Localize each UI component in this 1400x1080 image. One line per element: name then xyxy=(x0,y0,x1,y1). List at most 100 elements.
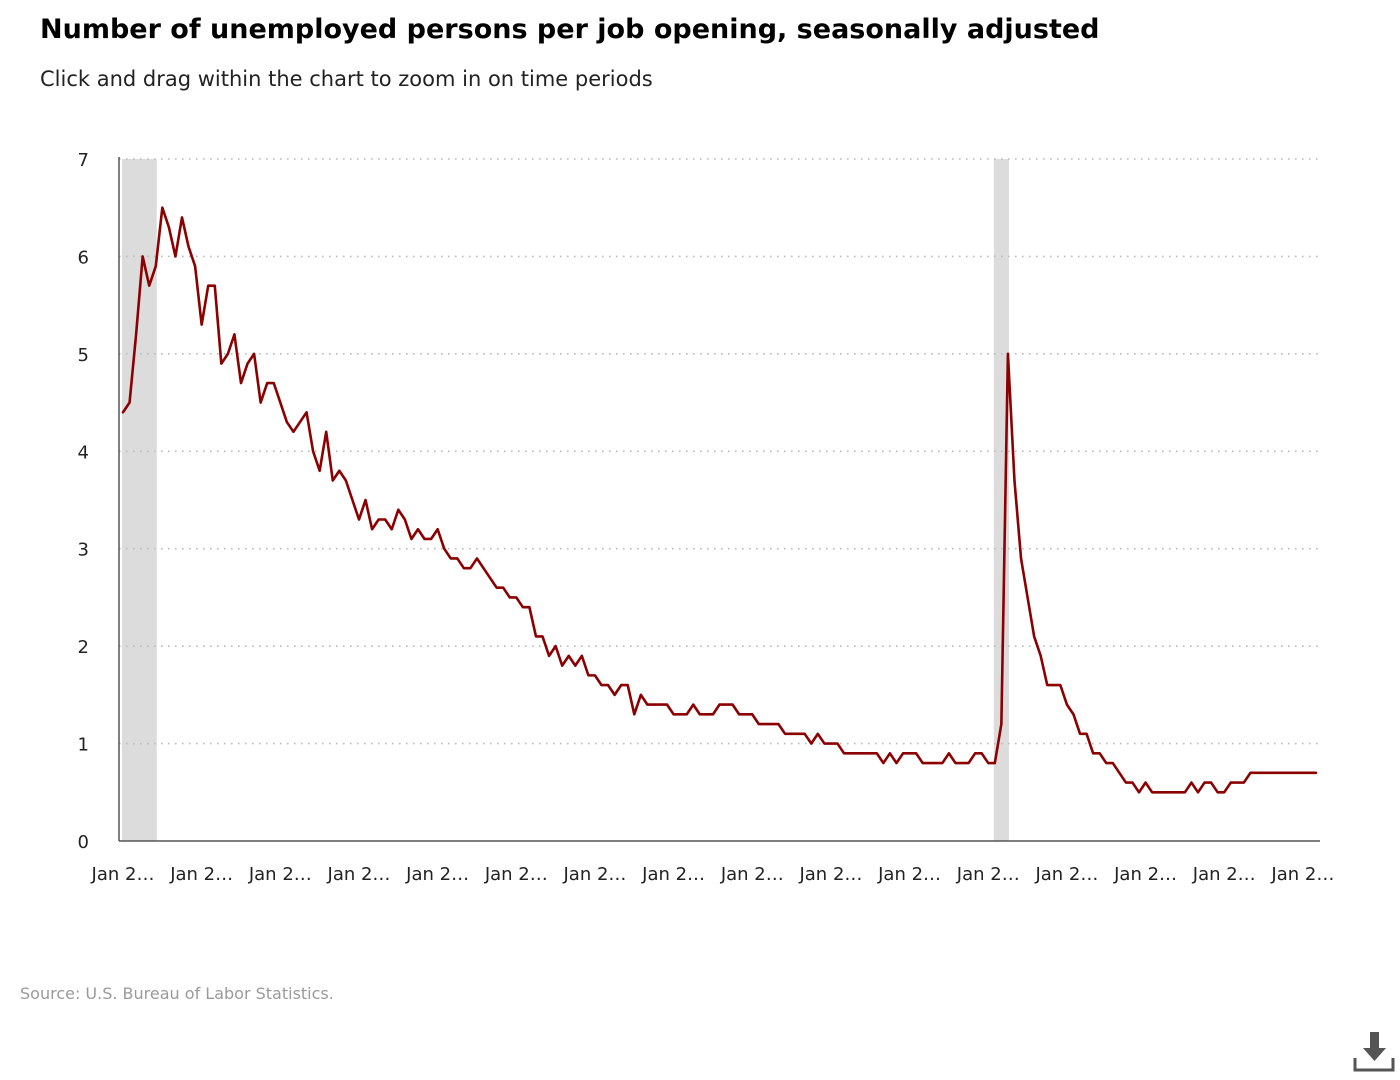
data-point[interactable] xyxy=(789,731,794,736)
data-point[interactable] xyxy=(848,751,853,756)
data-point[interactable] xyxy=(769,722,774,727)
data-point[interactable] xyxy=(265,381,270,386)
data-point[interactable] xyxy=(206,283,211,288)
data-point[interactable] xyxy=(678,712,683,717)
data-point[interactable] xyxy=(625,683,630,688)
data-point[interactable] xyxy=(514,595,519,600)
data-point[interactable] xyxy=(507,595,512,600)
data-point[interactable] xyxy=(1071,712,1076,717)
data-point[interactable] xyxy=(599,683,604,688)
data-point[interactable] xyxy=(1222,790,1227,795)
data-point[interactable] xyxy=(271,381,276,386)
data-point[interactable] xyxy=(1097,751,1102,756)
data-point[interactable] xyxy=(737,712,742,717)
data-point[interactable] xyxy=(1169,790,1174,795)
data-point[interactable] xyxy=(1032,634,1037,639)
data-point[interactable] xyxy=(953,761,958,766)
data-point[interactable] xyxy=(494,585,499,590)
data-point[interactable] xyxy=(960,761,965,766)
data-point[interactable] xyxy=(442,546,447,551)
data-point[interactable] xyxy=(658,702,663,707)
line-chart[interactable]: 0 1 2 3 4 5 6 7 Jan 2… Jan 2… Jan 2… Jan 2… Jan 2… Ja… xyxy=(0,0,1400,940)
data-point[interactable] xyxy=(383,517,388,522)
data-point[interactable] xyxy=(160,205,165,210)
data-point[interactable] xyxy=(1012,478,1017,483)
data-point[interactable] xyxy=(363,498,368,503)
data-point[interactable] xyxy=(225,351,230,356)
data-point[interactable] xyxy=(1110,761,1115,766)
data-point[interactable] xyxy=(311,449,316,454)
data-point[interactable] xyxy=(1156,790,1161,795)
data-point[interactable] xyxy=(946,751,951,756)
data-point[interactable] xyxy=(828,741,833,746)
data-point[interactable] xyxy=(999,722,1004,727)
data-point[interactable] xyxy=(704,712,709,717)
data-point[interactable] xyxy=(252,351,257,356)
data-point[interactable] xyxy=(1228,780,1233,785)
data-point[interactable] xyxy=(1123,780,1128,785)
data-point[interactable] xyxy=(835,741,840,746)
data-point[interactable] xyxy=(763,722,768,727)
data-point[interactable] xyxy=(324,429,329,434)
data-point[interactable] xyxy=(927,761,932,766)
data-point[interactable] xyxy=(586,673,591,678)
data-point[interactable] xyxy=(743,712,748,717)
data-point[interactable] xyxy=(415,527,420,532)
data-point[interactable] xyxy=(173,254,178,259)
data-point[interactable] xyxy=(783,731,788,736)
data-point[interactable] xyxy=(370,527,375,532)
data-point[interactable] xyxy=(579,653,584,658)
data-point[interactable] xyxy=(199,322,204,327)
data-point[interactable] xyxy=(592,673,597,678)
data-point[interactable] xyxy=(1143,780,1148,785)
data-point[interactable] xyxy=(422,536,427,541)
data-point[interactable] xyxy=(553,644,558,649)
data-point[interactable] xyxy=(1137,790,1142,795)
data-point[interactable] xyxy=(219,361,224,366)
data-point[interactable] xyxy=(547,653,552,658)
data-point[interactable] xyxy=(376,517,381,522)
data-point[interactable] xyxy=(632,712,637,717)
data-point[interactable] xyxy=(533,634,538,639)
data-point[interactable] xyxy=(448,556,453,561)
data-point[interactable] xyxy=(606,683,611,688)
data-point[interactable] xyxy=(461,566,466,571)
data-point[interactable] xyxy=(619,683,624,688)
data-point[interactable] xyxy=(429,536,434,541)
data-point[interactable] xyxy=(1117,770,1122,775)
data-point[interactable] xyxy=(166,225,171,230)
data-point[interactable] xyxy=(481,566,486,571)
data-point[interactable] xyxy=(1215,790,1220,795)
data-point[interactable] xyxy=(1064,702,1069,707)
data-point[interactable] xyxy=(1281,770,1286,775)
data-point[interactable] xyxy=(881,761,886,766)
data-point[interactable] xyxy=(488,575,493,580)
data-point[interactable] xyxy=(815,731,820,736)
data-point[interactable] xyxy=(710,712,715,717)
data-point[interactable] xyxy=(527,605,532,610)
data-point[interactable] xyxy=(1045,683,1050,688)
data-point[interactable] xyxy=(1235,780,1240,785)
download-icon[interactable] xyxy=(1352,1028,1396,1074)
data-point[interactable] xyxy=(1078,731,1083,736)
data-point[interactable] xyxy=(1182,790,1187,795)
data-point[interactable] xyxy=(1261,770,1266,775)
data-point[interactable] xyxy=(560,663,565,668)
data-point[interactable] xyxy=(501,585,506,590)
data-point[interactable] xyxy=(193,264,198,269)
data-point[interactable] xyxy=(901,751,906,756)
data-point[interactable] xyxy=(1300,770,1305,775)
data-point[interactable] xyxy=(409,536,414,541)
data-point[interactable] xyxy=(1038,653,1043,658)
data-point[interactable] xyxy=(1314,770,1319,775)
data-point[interactable] xyxy=(638,692,643,697)
data-point[interactable] xyxy=(330,478,335,483)
data-point[interactable] xyxy=(1268,770,1273,775)
data-point[interactable] xyxy=(933,761,938,766)
data-point[interactable] xyxy=(724,702,729,707)
data-point[interactable] xyxy=(796,731,801,736)
data-point[interactable] xyxy=(402,517,407,522)
data-point[interactable] xyxy=(350,498,355,503)
data-point[interactable] xyxy=(802,731,807,736)
data-point[interactable] xyxy=(809,741,814,746)
